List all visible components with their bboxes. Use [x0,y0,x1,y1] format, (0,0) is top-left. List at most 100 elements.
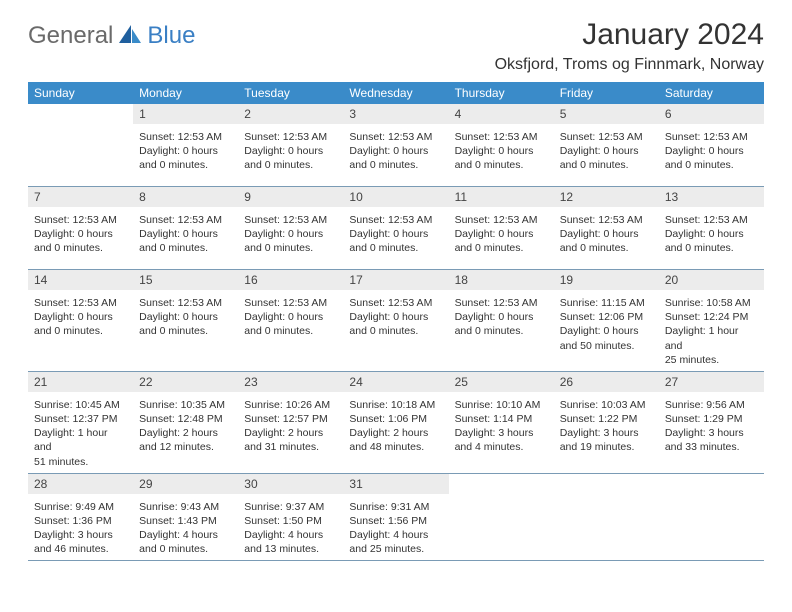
day-number: 4 [449,104,554,124]
day-cell: 8Sunset: 12:53 AMDaylight: 0 hoursand 0 … [133,187,238,269]
day-detail-line: Daylight: 2 hours [349,426,442,440]
day-details: Sunset: 12:53 AMDaylight: 0 hoursand 0 m… [659,207,764,260]
day-detail-line: Sunset: 12:53 AM [244,296,337,310]
day-number: 25 [449,372,554,392]
day-number: 9 [238,187,343,207]
day-details: Sunset: 12:53 AMDaylight: 0 hoursand 0 m… [28,207,133,260]
day-number: 8 [133,187,238,207]
day-detail-line: and 33 minutes. [665,440,758,454]
day-detail-line: and 31 minutes. [244,440,337,454]
day-cell: 3Sunset: 12:53 AMDaylight: 0 hoursand 0 … [343,104,448,186]
logo-text-general: General [28,22,113,50]
day-cell: 27Sunrise: 9:56 AMSunset: 1:29 PMDayligh… [659,372,764,473]
day-detail-line: Sunrise: 9:31 AM [349,500,442,514]
day-detail-line: Daylight: 0 hours [349,144,442,158]
day-number: 18 [449,270,554,290]
day-cell: 15Sunset: 12:53 AMDaylight: 0 hoursand 0… [133,270,238,371]
day-detail-line: and 50 minutes. [560,339,653,353]
day-detail-line: Sunset: 1:56 PM [349,514,442,528]
day-detail-line: Sunrise: 10:45 AM [34,398,127,412]
day-details: Sunrise: 11:15 AMSunset: 12:06 PMDayligh… [554,290,659,357]
logo: General Blue [28,18,195,50]
day-cell: 1Sunset: 12:53 AMDaylight: 0 hoursand 0 … [133,104,238,186]
day-number: 15 [133,270,238,290]
calendar: Sunday Monday Tuesday Wednesday Thursday… [28,82,764,561]
day-details: Sunset: 12:53 AMDaylight: 0 hoursand 0 m… [659,124,764,177]
day-details [449,480,554,490]
day-detail-line: Sunrise: 10:10 AM [455,398,548,412]
day-detail-line: and 0 minutes. [34,241,127,255]
day-cell: 17Sunset: 12:53 AMDaylight: 0 hoursand 0… [343,270,448,371]
day-details: Sunrise: 9:56 AMSunset: 1:29 PMDaylight:… [659,392,764,459]
day-detail-line: Sunset: 1:29 PM [665,412,758,426]
day-detail-line: Sunset: 12:57 PM [244,412,337,426]
location-text: Oksfjord, Troms og Finnmark, Norway [495,56,764,74]
day-details: Sunrise: 10:03 AMSunset: 1:22 PMDaylight… [554,392,659,459]
day-detail-line: Sunset: 1:14 PM [455,412,548,426]
day-number: 6 [659,104,764,124]
day-detail-line: Daylight: 0 hours [560,227,653,241]
day-detail-line: Daylight: 0 hours [665,227,758,241]
day-detail-line: and 25 minutes. [349,542,442,556]
day-detail-line: Daylight: 3 hours [665,426,758,440]
day-detail-line: and 46 minutes. [34,542,127,556]
day-number: 26 [554,372,659,392]
day-cell [554,474,659,561]
day-cell: 5Sunset: 12:53 AMDaylight: 0 hoursand 0 … [554,104,659,186]
title-block: January 2024 Oksfjord, Troms og Finnmark… [495,18,764,74]
day-detail-line: and 0 minutes. [665,241,758,255]
day-details: Sunset: 12:53 AMDaylight: 0 hoursand 0 m… [238,207,343,260]
day-detail-line: and 0 minutes. [349,324,442,338]
weeks-container: 1Sunset: 12:53 AMDaylight: 0 hoursand 0 … [28,104,764,561]
day-cell [449,474,554,561]
day-detail-line: Daylight: 0 hours [560,144,653,158]
day-number: 19 [554,270,659,290]
day-header-wednesday: Wednesday [343,82,448,104]
day-detail-line: and 0 minutes. [139,324,232,338]
day-detail-line: Sunset: 1:43 PM [139,514,232,528]
day-cell: 22Sunrise: 10:35 AMSunset: 12:48 PMDayli… [133,372,238,473]
day-header-sunday: Sunday [28,82,133,104]
day-detail-line: Sunset: 12:53 AM [139,213,232,227]
day-detail-line: Sunset: 12:53 AM [34,296,127,310]
day-detail-line: Daylight: 1 hour and [34,426,127,454]
logo-sail-icon [117,23,143,50]
day-details: Sunrise: 10:18 AMSunset: 1:06 PMDaylight… [343,392,448,459]
day-cell: 18Sunset: 12:53 AMDaylight: 0 hoursand 0… [449,270,554,371]
day-detail-line: and 12 minutes. [139,440,232,454]
day-number: 29 [133,474,238,494]
day-detail-line: and 0 minutes. [139,241,232,255]
day-header-thursday: Thursday [449,82,554,104]
week-row: 28Sunrise: 9:49 AMSunset: 1:36 PMDayligh… [28,474,764,562]
day-detail-line: Daylight: 0 hours [244,227,337,241]
day-detail-line: 25 minutes. [665,353,758,367]
day-cell [28,104,133,186]
day-details: Sunset: 12:53 AMDaylight: 0 hoursand 0 m… [449,207,554,260]
day-cell: 28Sunrise: 9:49 AMSunset: 1:36 PMDayligh… [28,474,133,561]
day-detail-line: Sunset: 12:53 AM [244,130,337,144]
day-detail-line: and 0 minutes. [665,158,758,172]
day-details: Sunrise: 10:58 AMSunset: 12:24 PMDayligh… [659,290,764,371]
day-details: Sunrise: 10:10 AMSunset: 1:14 PMDaylight… [449,392,554,459]
day-detail-line: Sunset: 12:48 PM [139,412,232,426]
day-detail-line: and 0 minutes. [244,241,337,255]
header: General Blue January 2024 Oksfjord, Trom… [28,18,764,74]
day-detail-line: Sunrise: 10:58 AM [665,296,758,310]
day-detail-line: Sunset: 12:53 AM [349,213,442,227]
day-cell: 9Sunset: 12:53 AMDaylight: 0 hoursand 0 … [238,187,343,269]
day-details [659,480,764,490]
day-detail-line: and 48 minutes. [349,440,442,454]
day-details: Sunrise: 9:37 AMSunset: 1:50 PMDaylight:… [238,494,343,561]
day-number: 2 [238,104,343,124]
day-detail-line: and 0 minutes. [244,324,337,338]
day-detail-line: Sunrise: 10:35 AM [139,398,232,412]
day-detail-line: and 0 minutes. [455,241,548,255]
day-detail-line: and 0 minutes. [349,158,442,172]
day-number: 27 [659,372,764,392]
day-header-tuesday: Tuesday [238,82,343,104]
day-detail-line: Daylight: 2 hours [139,426,232,440]
day-detail-line: and 13 minutes. [244,542,337,556]
day-details: Sunrise: 9:43 AMSunset: 1:43 PMDaylight:… [133,494,238,561]
day-detail-line: Daylight: 3 hours [455,426,548,440]
day-detail-line: and 19 minutes. [560,440,653,454]
